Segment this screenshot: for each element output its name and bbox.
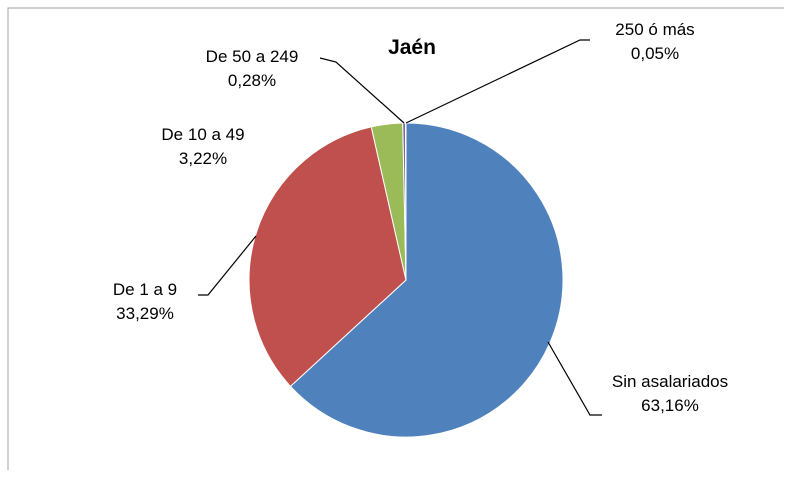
percent: 33,29% — [116, 304, 174, 323]
leader-line — [198, 235, 257, 296]
pie — [248, 122, 564, 438]
percent: 0,05% — [630, 44, 680, 63]
percent: 3,22% — [178, 149, 228, 168]
category: 250 ó más — [615, 20, 695, 39]
chart-title: Jaén — [388, 36, 436, 59]
category: De 10 a 49 — [161, 125, 245, 144]
pie-slice — [248, 126, 407, 388]
frame — [7, 7, 784, 470]
slice-label: De 10 a 49 3,22% — [161, 123, 244, 171]
slice-label: Sin asalariados 63,16% — [610, 370, 730, 418]
percent: 63,16% — [641, 396, 699, 415]
category: Sin asalariados — [611, 372, 729, 391]
slice-label: De 1 a 9 33,29% — [113, 278, 177, 326]
slice-label: De 50 a 249 0,28% — [206, 45, 299, 93]
category: De 1 a 9 — [112, 280, 178, 299]
pie-slice — [289, 122, 564, 438]
slice-label: 250 ó más 0,05% — [615, 18, 694, 66]
leader-line — [319, 57, 405, 124]
leader-line — [405, 39, 590, 124]
category: De 50 a 249 — [205, 47, 299, 66]
leader-line — [547, 341, 602, 416]
leaders — [198, 39, 602, 416]
percent: 0,28% — [227, 71, 277, 90]
